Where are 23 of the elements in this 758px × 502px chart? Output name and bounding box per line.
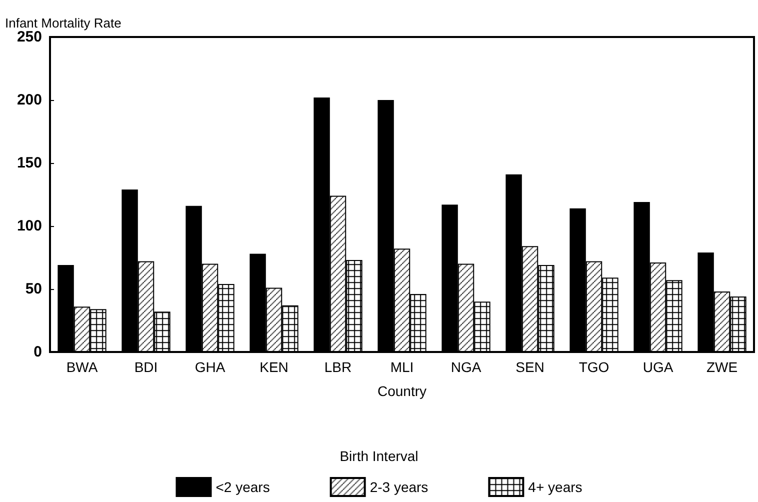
legend-label: 2-3 years <box>370 479 428 495</box>
y-axis-title: Infant Mortality Rate <box>5 16 122 31</box>
y-tick-label: 250 <box>16 28 42 46</box>
y-tick-label: 0 <box>34 344 42 360</box>
x-tick-label: LBR <box>324 359 352 375</box>
legend-label: 4+ years <box>528 479 582 495</box>
y-tick-label: 200 <box>16 92 42 108</box>
x-tick-label: ZWE <box>706 359 738 375</box>
x-tick-label: BDI <box>134 359 158 375</box>
y-tick-label: 50 <box>25 280 42 298</box>
x-axis-title: Country <box>377 383 427 399</box>
x-tick-label: TGO <box>578 359 610 375</box>
x-tick-label: KEN <box>260 359 288 375</box>
x-tick-label: GHA <box>194 359 226 375</box>
legend-label: <2 years <box>216 479 270 495</box>
x-tick-label: BWA <box>66 359 98 375</box>
x-tick-label: SEN <box>516 359 544 375</box>
legend-title: Birth Interval <box>340 448 418 464</box>
y-tick-label: 150 <box>16 154 42 172</box>
y-tick-label: 100 <box>16 218 42 234</box>
x-tick-label: UGA <box>642 359 674 375</box>
x-tick-label: MLI <box>390 359 414 375</box>
x-tick-label: NGA <box>450 359 482 375</box>
